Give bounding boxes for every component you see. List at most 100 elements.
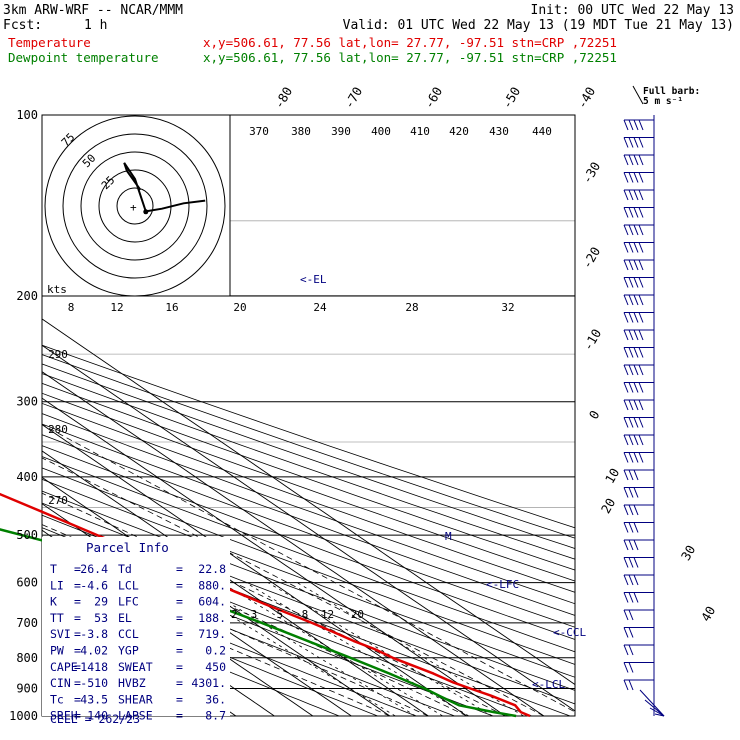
- wind-barb-flag: [633, 224, 639, 236]
- pressure-label: 300: [16, 395, 38, 409]
- parcel-param-name: HVBZ: [118, 676, 146, 690]
- parcel-param-name: PW: [50, 644, 64, 658]
- wind-barb-flag: [628, 592, 634, 603]
- mixing-ratio-line: [220, 582, 443, 716]
- wind-barb: [623, 522, 654, 533]
- wind-barb-flag: [638, 294, 644, 306]
- hodograph-box: [41, 114, 231, 297]
- wind-barb: [623, 592, 654, 603]
- wind-barb-flag: [633, 539, 639, 551]
- isotherm-label: -60: [421, 84, 445, 111]
- kts-tick-label: 24: [313, 301, 327, 314]
- parcel-param-name: SREH: [50, 709, 78, 723]
- parcel-param-value: 36.: [205, 692, 226, 706]
- wind-barb: [623, 452, 654, 463]
- wind-barb-flag: [623, 504, 629, 516]
- kts-axis-label: kts: [47, 283, 67, 296]
- legend-temperature-info: x,y=506.61, 77.56 lat,lon= 27.77, -97.51…: [203, 35, 617, 50]
- parcel-equals: =: [74, 660, 81, 674]
- wind-barb-staff: [644, 699, 665, 717]
- wind-barb-flag: [638, 137, 644, 148]
- parcel-param-value: 450: [205, 660, 226, 674]
- parcel-param-name: TT: [50, 611, 64, 625]
- pressure-label: 1000: [9, 709, 38, 723]
- wind-barb-flag: [628, 277, 634, 288]
- wind-barb: [623, 417, 654, 428]
- wind-barb-flag: [633, 399, 639, 411]
- parcel-param-value: 43.5: [80, 692, 108, 706]
- mixing-ratio-label: 3: [251, 608, 258, 621]
- wind-barb: [623, 137, 654, 148]
- wind-barb-flag: [623, 522, 629, 533]
- wind-barb-flag: [633, 504, 639, 516]
- isotherm-label: 10: [602, 465, 623, 486]
- wind-barb: [623, 382, 654, 393]
- parcel-param-value: 1418: [80, 660, 108, 674]
- wind-barb-flag: [638, 329, 644, 341]
- wind-barb-flag: [633, 312, 639, 323]
- wind-barb: [623, 242, 654, 253]
- wind-barb: [623, 679, 654, 691]
- mixing-ratio-label: 12: [321, 608, 334, 621]
- hodograph-ring: [116, 187, 154, 225]
- wind-barb-flag: [638, 452, 644, 463]
- pressure-label: 200: [16, 289, 38, 303]
- wind-barb-flag: [628, 154, 634, 166]
- wind-barb-flag: [633, 154, 639, 166]
- wind-barb-flag: [633, 207, 639, 218]
- legend-dewpoint-name: Dewpoint temperature: [8, 50, 159, 65]
- wind-barb-flag: [623, 487, 629, 498]
- wind-barb-flag: [638, 417, 644, 428]
- parcel-param-name: Tc: [50, 692, 64, 706]
- wind-barb-flag: [638, 364, 644, 376]
- forecast-hour: 1 h: [84, 18, 107, 33]
- parcel-equals: =: [74, 578, 81, 592]
- parcel-equals: =: [176, 595, 183, 609]
- wind-barb-flag: [633, 277, 639, 288]
- wind-barb: [649, 707, 665, 717]
- kts-tick-label: 12: [110, 301, 123, 314]
- wind-barb-flag: [638, 242, 644, 253]
- wind-barb: [623, 487, 654, 498]
- temperature-profile: [0, 492, 531, 718]
- parcel-param-name: LFC: [118, 595, 139, 609]
- parcel-param-name: Td: [118, 562, 132, 576]
- wind-barb-flag: [633, 382, 639, 393]
- parcel-param-name: LCL: [118, 578, 139, 592]
- wind-barb-flag: [628, 504, 634, 516]
- parcel-param-name: SWEAT: [118, 660, 153, 674]
- wind-barb: [623, 609, 654, 621]
- wind-barb-flag: [623, 557, 629, 568]
- dry-adiabat-line: [42, 566, 417, 716]
- wind-barb-flag: [623, 137, 629, 148]
- parcel-level-marker: <-LFC: [486, 578, 519, 591]
- moist-adiabat-line: [42, 492, 506, 716]
- wind-barb-flag: [623, 609, 629, 621]
- theta-label: 370: [249, 125, 269, 138]
- parcel-param-value: 4.02: [80, 644, 108, 658]
- parcel-equals: =: [74, 644, 81, 658]
- isotherm-label: -50: [499, 84, 523, 111]
- wind-barb-flag: [628, 364, 634, 376]
- isotherm-line: [0, 115, 5, 716]
- mixing-ratio-label: 5: [277, 608, 284, 621]
- wind-barb-flag: [638, 399, 644, 411]
- parcel-level-marker: <-CCL: [553, 626, 586, 639]
- wind-barb-flag: [633, 574, 639, 586]
- wind-barb-flag: [633, 469, 639, 481]
- wind-barb-flag: [623, 627, 629, 638]
- wind-barb-flag: [623, 399, 629, 411]
- theta-label: 290: [48, 348, 68, 361]
- wind-barb-flag: [628, 487, 634, 498]
- parcel-param-name: SHEAR: [118, 692, 153, 706]
- dry-adiabat-line: [42, 382, 575, 571]
- theta-label: 270: [48, 494, 68, 507]
- pressure-label: 700: [16, 616, 38, 630]
- wind-barb: [623, 224, 654, 236]
- dry-adiabat-line: [42, 467, 575, 665]
- isotherm-label: -40: [574, 84, 598, 111]
- parcel-param-value: 22.8: [198, 562, 226, 576]
- wind-barb-flag: [623, 207, 629, 218]
- wind-barbs: [623, 115, 665, 717]
- wind-barb: [623, 119, 654, 131]
